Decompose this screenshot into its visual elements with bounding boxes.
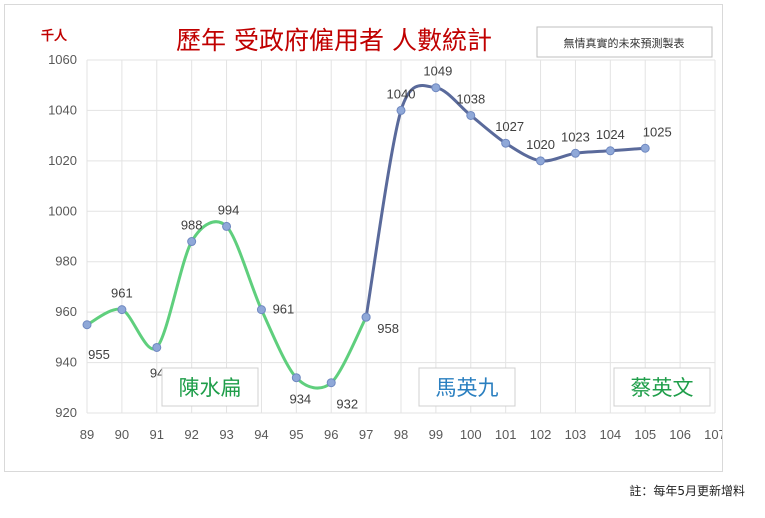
era-label: 馬英九 — [436, 376, 499, 400]
era-label: 蔡英文 — [631, 376, 694, 400]
y-tick-label: 1000 — [48, 203, 77, 218]
line-chart: 920 940 960 980 1000 1020 1040 1060 89 90 91 92 93 94… — [41, 26, 722, 442]
data-label: 1025 — [643, 124, 672, 139]
data-point — [222, 221, 232, 231]
x-tick-label: 93 — [219, 427, 233, 442]
chart-title: 歷年 受政府僱用者 人數統計 — [176, 26, 492, 55]
data-point — [605, 146, 615, 156]
data-label: 1040 — [387, 86, 416, 101]
x-tick-label: 90 — [115, 427, 129, 442]
data-label: 988 — [181, 218, 203, 233]
data-label: 932 — [336, 397, 358, 412]
era-label: 陳水扁 — [179, 376, 242, 400]
x-tick-label: 100 — [460, 427, 482, 442]
y-tick-label: 960 — [55, 304, 77, 319]
data-point — [117, 305, 127, 315]
data-label: 961 — [273, 302, 295, 317]
data-point — [361, 312, 371, 322]
era-box — [418, 367, 516, 407]
data-label: 1020 — [526, 137, 555, 152]
x-tick-label: 106 — [669, 427, 691, 442]
x-tick-label: 91 — [150, 427, 164, 442]
y-tick-label: 920 — [55, 405, 77, 420]
data-point — [396, 105, 406, 115]
x-tick-label: 96 — [324, 427, 338, 442]
x-tick-label: 99 — [429, 427, 443, 442]
x-tick-label: 105 — [634, 427, 656, 442]
data-point — [640, 143, 650, 153]
data-point — [570, 148, 580, 158]
data-point — [466, 110, 476, 120]
series-line-2 — [364, 84, 646, 318]
x-tick-label: 97 — [359, 427, 373, 442]
x-tick-label: 104 — [599, 427, 621, 442]
data-point — [187, 237, 197, 247]
y-tick-label: 940 — [55, 355, 77, 370]
era-box — [161, 367, 259, 407]
y-tick-label: 1040 — [48, 102, 77, 117]
y-unit-label: 千人 — [41, 28, 68, 44]
era-box — [613, 367, 711, 407]
y-tick-label: 1020 — [48, 153, 77, 168]
data-point — [256, 305, 266, 315]
data-point — [326, 378, 336, 388]
y-tick-label: 1060 — [48, 52, 77, 67]
data-label: 994 — [218, 202, 240, 217]
data-point — [431, 83, 441, 93]
data-point — [152, 342, 162, 352]
x-tick-label: 103 — [565, 427, 587, 442]
data-label: 934 — [289, 392, 311, 407]
y-tick-label: 980 — [55, 254, 77, 269]
data-label: 1038 — [456, 91, 485, 106]
note-box-text: 無情真實的未來預測製表 — [564, 36, 685, 50]
x-tick-label: 98 — [394, 427, 408, 442]
x-tick-label: 94 — [254, 427, 268, 442]
data-label: 961 — [111, 286, 133, 301]
x-tick-label: 92 — [184, 427, 198, 442]
x-tick-label: 102 — [530, 427, 552, 442]
footnote: 註：每年5月更新增料 — [629, 484, 745, 498]
chart-frame: 920 940 960 980 1000 1020 1040 1060 89 90 91 92 93 94… — [4, 4, 723, 472]
data-label: 1049 — [423, 64, 452, 79]
data-point — [291, 373, 301, 383]
x-tick-label: 101 — [495, 427, 517, 442]
data-label: 1027 — [495, 119, 524, 134]
x-tick-label: 95 — [289, 427, 303, 442]
x-tick-label: 107 — [704, 427, 722, 442]
data-label: 958 — [377, 321, 399, 336]
note-box — [536, 26, 713, 58]
data-label: 1024 — [596, 127, 625, 142]
data-point — [82, 320, 92, 330]
data-point — [536, 156, 546, 166]
x-tick-label: 89 — [80, 427, 94, 442]
data-label: 955 — [88, 347, 110, 362]
data-label: 1023 — [561, 129, 590, 144]
data-point — [501, 138, 511, 148]
